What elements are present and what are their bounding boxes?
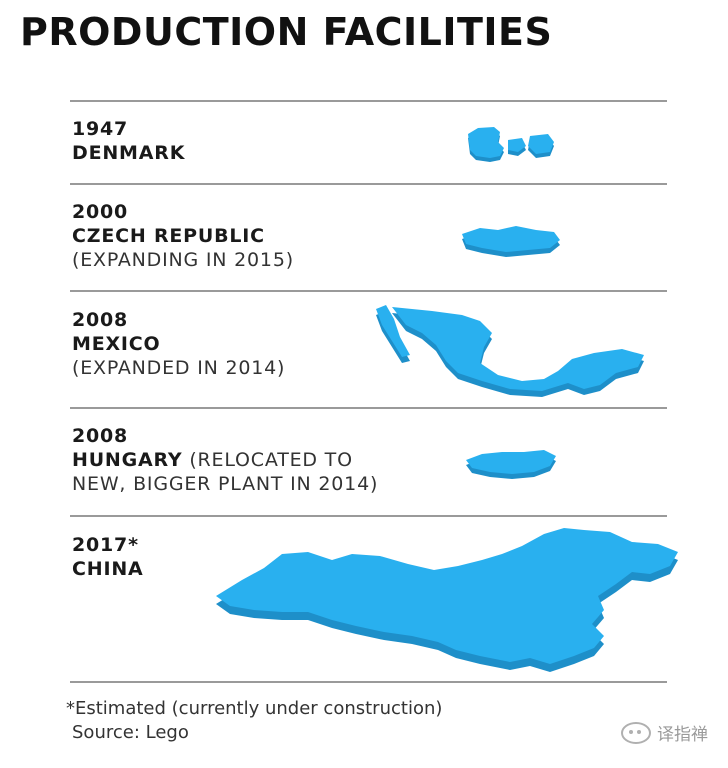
facility-year: 1947 [72, 118, 129, 140]
facility-hungary: 2008 HUNGARY (RELOCATED TO NEW, BIGGER P… [72, 424, 378, 496]
facility-mexico: 2008 MEXICO (EXPANDED IN 2014) [72, 308, 285, 380]
separator-rule [70, 100, 667, 102]
facility-note: (EXPANDED IN 2014) [72, 357, 286, 379]
facility-country: MEXICO [72, 333, 161, 355]
facility-denmark: 1947 DENMARK [72, 117, 185, 165]
facility-note: (EXPANDING IN 2015) [72, 249, 294, 271]
facility-year: 2000 [72, 201, 129, 223]
separator-rule [70, 515, 667, 517]
wechat-icon [621, 721, 651, 744]
facility-note: NEW, BIGGER PLANT IN 2014) [72, 473, 379, 495]
facility-country: DENMARK [72, 142, 186, 164]
chart-title: PRODUCTION FACILITIES [20, 10, 553, 54]
facility-china: 2017* CHINA [72, 533, 144, 581]
facility-czech-republic: 2000 CZECH REPUBLIC (EXPANDING IN 2015) [72, 200, 294, 272]
watermark: 译指禅 [621, 720, 708, 745]
separator-rule [70, 681, 667, 683]
watermark-text: 译指禅 [657, 725, 708, 745]
separator-rule [70, 290, 667, 292]
facility-country: HUNGARY [72, 449, 183, 471]
facility-note-inline: (RELOCATED TO [189, 449, 353, 471]
czech-republic-map [462, 226, 560, 257]
facility-country: CZECH REPUBLIC [72, 225, 265, 247]
hungary-map [466, 450, 556, 479]
facility-year: 2008 [72, 425, 129, 447]
source-note: Source: Lego [72, 722, 189, 743]
facility-year: 2017* [72, 534, 139, 556]
denmark-map [468, 127, 554, 162]
footnote: *Estimated (currently under construction… [66, 698, 443, 719]
footer: *Estimated (currently under construction… [66, 697, 442, 745]
mexico-map [376, 305, 644, 397]
facility-year: 2008 [72, 309, 129, 331]
facility-country: CHINA [72, 558, 144, 580]
china-map [216, 528, 678, 672]
separator-rule [70, 183, 667, 185]
separator-rule [70, 407, 667, 409]
